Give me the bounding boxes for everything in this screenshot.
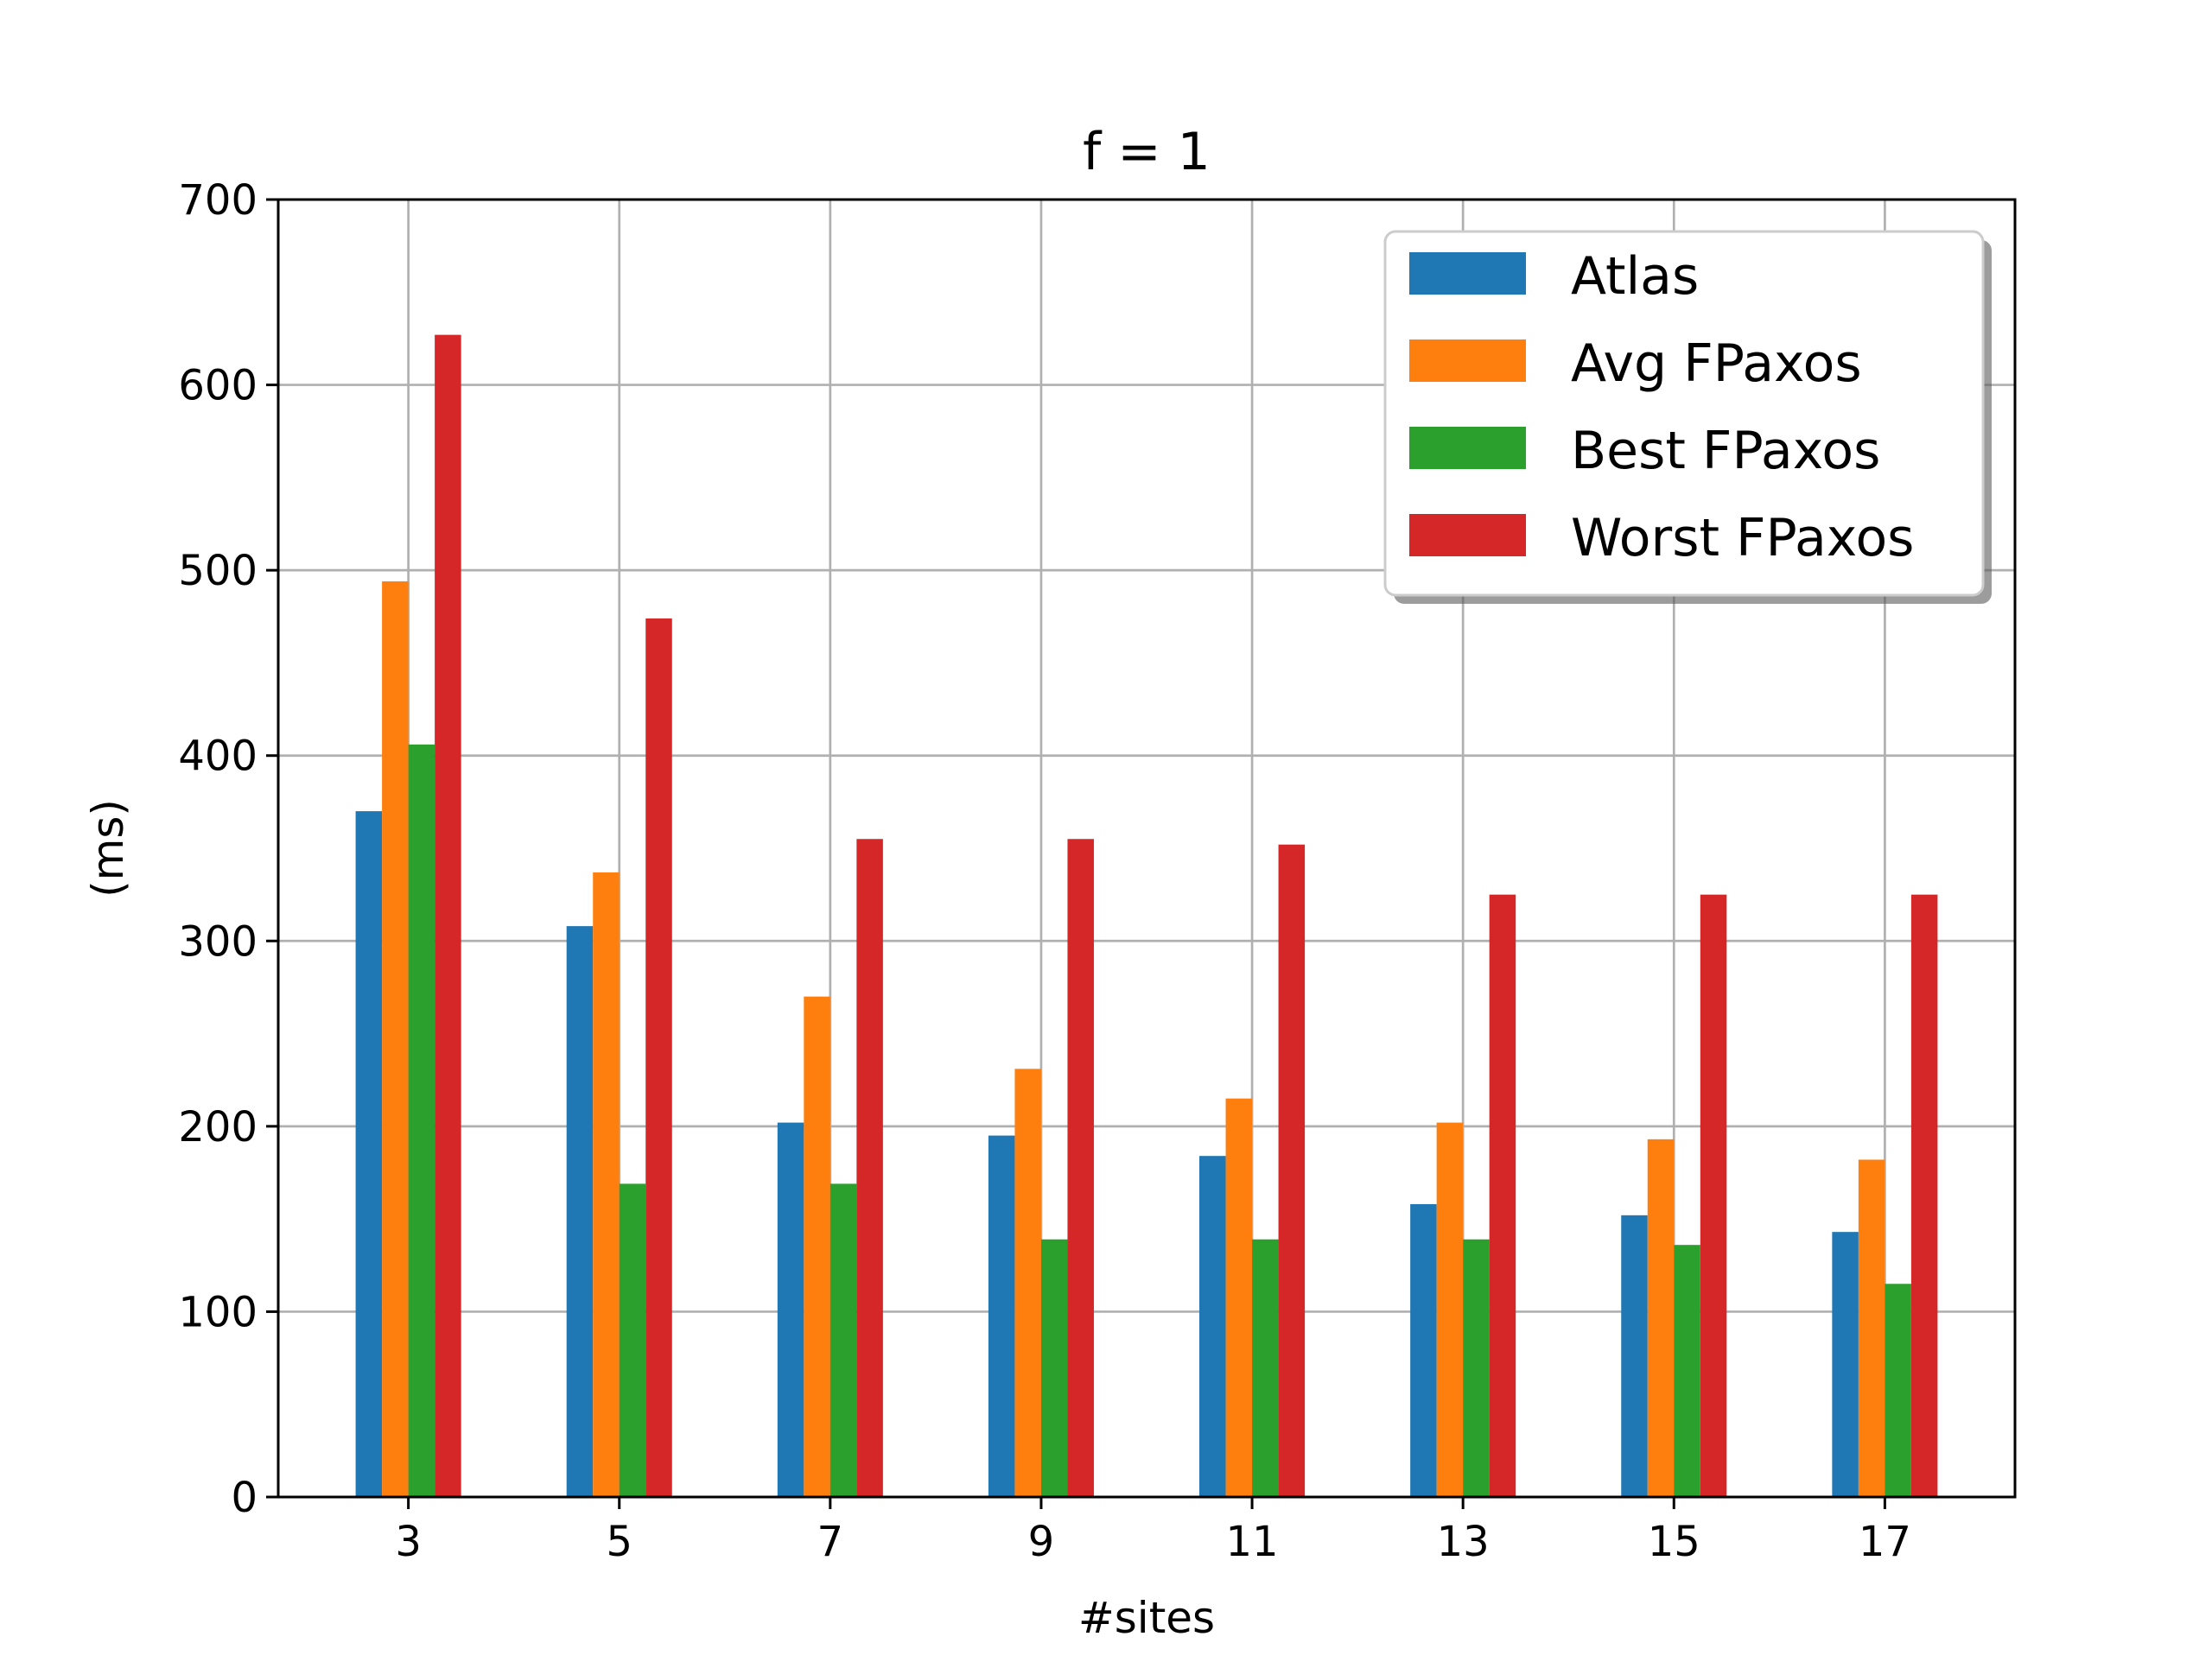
bar-avg-fpaxos bbox=[804, 996, 830, 1497]
legend-label: Avg FPaxos bbox=[1571, 333, 1862, 394]
bar-best-fpaxos bbox=[830, 1183, 857, 1497]
legend: Atlas Avg FPaxos Best FPaxos Worst FPaxos bbox=[1383, 230, 1992, 604]
legend-label: Best FPaxos bbox=[1571, 421, 1880, 481]
bar-atlas bbox=[566, 926, 594, 1497]
bar-best-fpaxos bbox=[1674, 1245, 1700, 1497]
x-tick-label: 9 bbox=[1028, 1518, 1055, 1566]
y-tick-label: 300 bbox=[178, 917, 257, 966]
bar-best-fpaxos bbox=[619, 1183, 646, 1497]
bar-worst-fpaxos bbox=[1700, 894, 1727, 1497]
chart-title: f = 1 bbox=[1083, 122, 1211, 182]
y-tick-label: 100 bbox=[178, 1288, 257, 1336]
bar-atlas bbox=[988, 1135, 1015, 1497]
plot-frame bbox=[276, 198, 2017, 1499]
bar-worst-fpaxos bbox=[856, 839, 883, 1497]
bar-avg-fpaxos bbox=[593, 872, 620, 1497]
y-tick-label: 200 bbox=[178, 1103, 257, 1151]
bar-best-fpaxos bbox=[408, 744, 435, 1497]
bar-best-fpaxos bbox=[1040, 1239, 1068, 1497]
y-axis-label: (ms) bbox=[83, 799, 133, 898]
legend-swatch bbox=[1409, 252, 1526, 295]
x-tick-label: 17 bbox=[1859, 1518, 1911, 1566]
legend-box bbox=[1383, 230, 1985, 597]
y-tick-label: 500 bbox=[178, 547, 257, 595]
x-tick-label: 15 bbox=[1648, 1518, 1700, 1566]
y-tick-label: 400 bbox=[178, 733, 257, 781]
bar-atlas bbox=[1832, 1232, 1859, 1497]
bar-atlas bbox=[777, 1122, 804, 1497]
bar-best-fpaxos bbox=[1463, 1239, 1490, 1497]
y-tick-label: 600 bbox=[178, 362, 257, 410]
x-tick-label: 3 bbox=[395, 1518, 422, 1566]
x-tick-label: 7 bbox=[817, 1518, 844, 1566]
legend-swatch bbox=[1409, 427, 1526, 469]
bar-avg-fpaxos bbox=[1858, 1159, 1885, 1497]
legend-label: Atlas bbox=[1571, 246, 1699, 307]
bar-atlas bbox=[1621, 1215, 1648, 1497]
bar-worst-fpaxos bbox=[1067, 839, 1094, 1497]
bar-best-fpaxos bbox=[1885, 1284, 1911, 1497]
bar-worst-fpaxos bbox=[645, 618, 672, 1497]
bar-worst-fpaxos bbox=[435, 334, 461, 1497]
bar-best-fpaxos bbox=[1252, 1239, 1279, 1497]
bar-avg-fpaxos bbox=[1647, 1139, 1675, 1497]
legend-swatch bbox=[1409, 339, 1526, 382]
x-tick-label: 13 bbox=[1437, 1518, 1490, 1566]
y-tick-label: 700 bbox=[178, 176, 257, 225]
bar-avg-fpaxos bbox=[1225, 1098, 1253, 1497]
bar-atlas bbox=[1199, 1156, 1226, 1497]
bar-worst-fpaxos bbox=[1910, 894, 1938, 1497]
axis-ticks: 3 5 7 9 11 13 15 17 0 100 200 300 400 500 600 700 bbox=[178, 176, 1911, 1566]
bar-avg-fpaxos bbox=[1436, 1122, 1464, 1497]
bar-atlas bbox=[355, 811, 383, 1497]
x-tick-label: 5 bbox=[606, 1518, 632, 1566]
bars bbox=[355, 334, 1938, 1498]
x-tick-label: 11 bbox=[1226, 1518, 1279, 1566]
bar-atlas bbox=[1410, 1203, 1437, 1497]
bar-worst-fpaxos bbox=[1278, 844, 1306, 1497]
bar-worst-fpaxos bbox=[1489, 894, 1516, 1497]
legend-swatch bbox=[1409, 514, 1526, 556]
y-tick-label: 0 bbox=[231, 1474, 257, 1522]
bar-avg-fpaxos bbox=[1014, 1069, 1041, 1497]
bar-avg-fpaxos bbox=[382, 581, 409, 1498]
legend-label: Worst FPaxos bbox=[1571, 508, 1914, 568]
x-axis-label: #sites bbox=[1078, 1593, 1215, 1643]
